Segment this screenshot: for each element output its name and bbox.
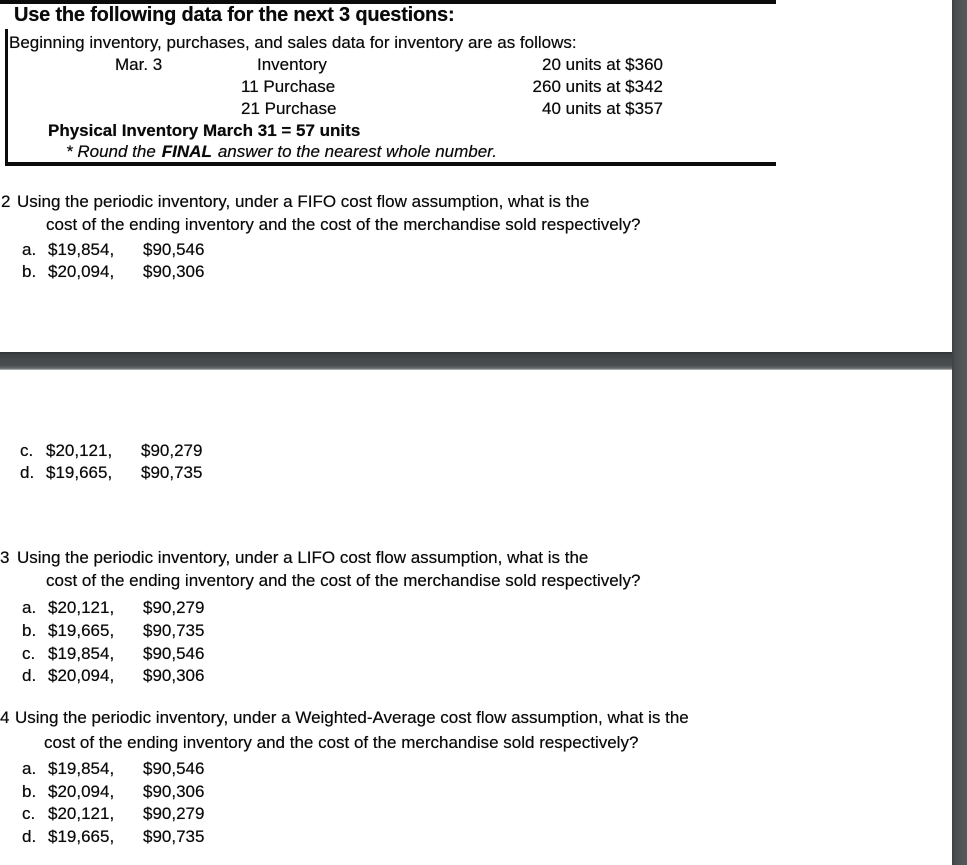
option-value-1: $19,665,	[48, 827, 115, 846]
question-line2: cost of the ending inventory and the cos…	[44, 733, 639, 752]
option-value-1: $19,854,	[48, 644, 115, 663]
right-margin-strip	[952, 0, 967, 865]
page-separator	[0, 352, 967, 370]
option-value-2: $90,735	[141, 463, 203, 482]
option-letter: a.	[22, 240, 37, 259]
option-letter: a.	[22, 759, 37, 778]
row-desc: Inventory	[257, 55, 327, 74]
question-line1: Using the periodic inventory, under a We…	[15, 708, 689, 727]
option-row-c: c. $20,121, $90,279	[22, 804, 204, 823]
row-desc: 21 Purchase	[241, 99, 337, 118]
row-amount: 20 units at $360	[542, 55, 663, 74]
option-value-2: $90,306	[143, 666, 205, 685]
data-box-left-border	[5, 29, 8, 166]
option-value-2: $90,306	[143, 262, 205, 281]
option-value-2: $90,306	[143, 782, 205, 801]
physical-inventory-line: Physical Inventory March 31 = 57 units	[48, 121, 361, 140]
inventory-intro: Beginning inventory, purchases, and sale…	[9, 33, 577, 52]
option-letter: a.	[22, 598, 37, 617]
row-amount: 40 units at $357	[542, 99, 663, 118]
option-value-2: $90,735	[143, 621, 205, 640]
option-letter: b.	[22, 262, 37, 281]
option-letter: b.	[22, 621, 37, 640]
option-value-1: $20,121,	[46, 441, 113, 460]
rounding-note-emphasis: FINAL	[161, 142, 212, 161]
option-row-d: d. $19,665, $90,735	[20, 463, 202, 482]
option-row-b: b. $20,094, $90,306	[22, 262, 204, 281]
option-letter: c.	[22, 804, 36, 823]
row-amount: 260 units at $342	[532, 77, 663, 96]
question-number: 3	[0, 548, 10, 567]
option-row-c: c. $20,121, $90,279	[20, 441, 202, 460]
title-underline	[0, 0, 776, 4]
question-number: 4	[0, 708, 10, 727]
page-title: Use the following data for the next 3 qu…	[14, 4, 455, 26]
option-row-d: d. $19,665, $90,735	[22, 827, 204, 846]
option-value-1: $20,121,	[48, 804, 115, 823]
option-value-2: $90,546	[143, 240, 205, 259]
option-value-2: $90,735	[143, 827, 205, 846]
option-value-2: $90,279	[143, 804, 205, 823]
rounding-note-suffix: answer to the nearest whole number.	[217, 142, 497, 161]
option-value-2: $90,279	[143, 598, 205, 617]
option-value-1: $19,665,	[46, 463, 113, 482]
option-value-2: $90,279	[141, 441, 203, 460]
question-number: 2	[1, 192, 11, 211]
option-row-d: d. $20,094, $90,306	[22, 666, 204, 685]
option-row-a: a. $20,121, $90,279	[22, 598, 204, 617]
row-date: Mar. 3	[115, 55, 163, 74]
option-value-2: $90,546	[143, 644, 205, 663]
option-value-1: $20,121,	[48, 598, 115, 617]
question-line1: Using the periodic inventory, under a LI…	[17, 548, 589, 567]
option-row-c: c. $19,854, $90,546	[22, 644, 204, 663]
option-letter: d.	[22, 827, 37, 846]
option-value-1: $19,854,	[48, 759, 115, 778]
question-line2: cost of the ending inventory and the cos…	[46, 215, 641, 234]
option-value-1: $20,094,	[48, 666, 115, 685]
option-row-b: b. $19,665, $90,735	[22, 621, 204, 640]
rounding-note: * Round the FINAL answer to the nearest wh…	[66, 142, 497, 161]
question-line2: cost of the ending inventory and the cos…	[46, 571, 641, 590]
option-letter: c.	[20, 441, 34, 460]
question-line1: Using the periodic inventory, under a FI…	[17, 192, 590, 211]
data-box-bottom-border	[5, 162, 776, 166]
row-desc: 11 Purchase	[241, 77, 336, 96]
option-row-a: a. $19,854, $90,546	[22, 759, 204, 778]
option-row-a: a. $19,854, $90,546	[22, 240, 204, 259]
option-row-b: b. $20,094, $90,306	[22, 782, 204, 801]
rounding-note-prefix: * Round the	[66, 142, 156, 161]
option-letter: c.	[22, 644, 36, 663]
option-value-1: $20,094,	[48, 782, 115, 801]
option-value-2: $90,546	[143, 759, 205, 778]
option-letter: b.	[22, 782, 37, 801]
option-value-1: $19,665,	[48, 621, 115, 640]
option-value-1: $20,094,	[48, 262, 115, 281]
option-value-1: $19,854,	[48, 240, 115, 259]
option-letter: d.	[22, 666, 37, 685]
option-letter: d.	[20, 463, 35, 482]
